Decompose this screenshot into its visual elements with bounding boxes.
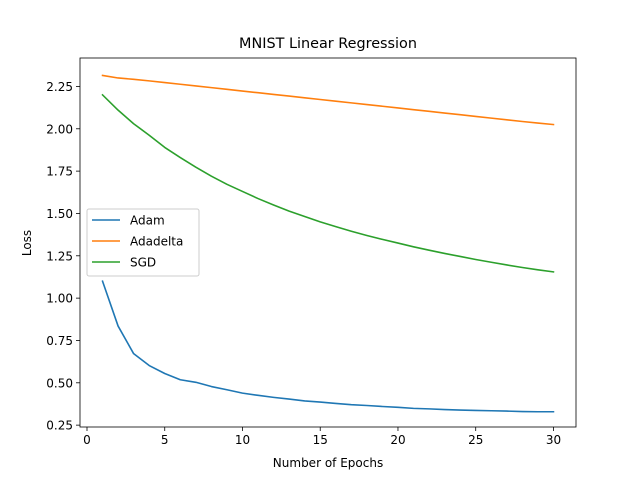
series-line-adadelta [101, 74, 555, 126]
x-tick-label: 5 [161, 433, 169, 447]
y-axis-label: Loss [20, 230, 34, 256]
legend-label-adadelta: Adadelta [130, 235, 183, 249]
x-axis-label: Number of Epochs [273, 456, 383, 470]
legend-label-adam: Adam [130, 214, 165, 228]
y-tick-label: 1.50 [46, 207, 73, 221]
x-tick-label: 20 [390, 433, 405, 447]
x-tick-label: 0 [83, 433, 91, 447]
legend: Adam Adadelta SGD [86, 208, 200, 277]
y-tick-label: 1.00 [46, 292, 73, 306]
x-tick-label: 10 [235, 433, 250, 447]
x-axis: 0 5 10 15 20 25 30 [83, 427, 561, 447]
y-tick-label: 2.00 [46, 122, 73, 136]
legend-box [86, 208, 200, 277]
series-layer [101, 74, 555, 413]
y-tick-label: 1.75 [46, 165, 73, 179]
y-tick-label: 1.25 [46, 249, 73, 263]
y-tick-label: 0.25 [46, 419, 73, 433]
chart-title: MNIST Linear Regression [239, 36, 417, 52]
x-tick-label: 15 [313, 433, 328, 447]
x-tick-label: 25 [468, 433, 483, 447]
y-tick-label: 2.25 [46, 80, 73, 94]
y-tick-label: 0.50 [46, 376, 73, 390]
legend-label-sgd: SGD [130, 256, 156, 270]
series-line-sgd [101, 93, 555, 273]
y-axis: 0.25 0.50 0.75 1.00 1.25 1.50 1.75 2.00 2.25 [46, 80, 80, 433]
plot-frame [79, 57, 577, 428]
series-line-adam [101, 280, 555, 413]
x-tick-label: 30 [546, 433, 561, 447]
y-tick-label: 0.75 [46, 334, 73, 348]
